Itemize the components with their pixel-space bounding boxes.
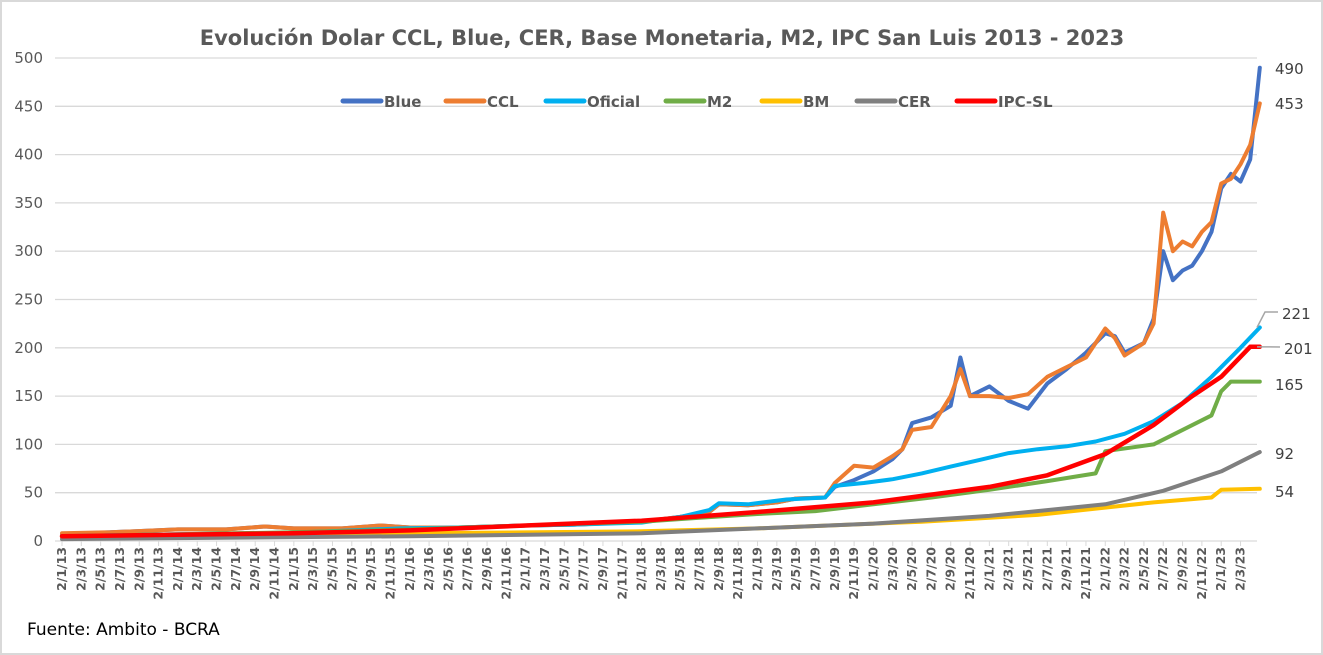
end-label-m2: 165 [1275, 376, 1304, 394]
end-label-bm: 54 [1275, 483, 1294, 501]
legend-label-blue: Blue [384, 93, 421, 111]
x-tick-label: 2/3/20 [885, 547, 900, 591]
y-tick-label: 200 [14, 339, 43, 357]
x-tick-label: 2/7/21 [1039, 547, 1054, 591]
x-tick-label: 2/5/22 [1136, 547, 1151, 591]
x-tick-label: 2/9/20 [943, 547, 958, 591]
x-tick-label: 2/11/22 [1194, 547, 1209, 600]
end-label-cer: 92 [1275, 445, 1294, 463]
x-tick-label: 2/1/15 [286, 547, 301, 591]
x-tick-label: 2/11/20 [962, 547, 977, 600]
x-tick-label: 2/7/18 [692, 547, 707, 591]
x-tick-label: 2/7/19 [807, 547, 822, 591]
legend-label-bm: BM [803, 93, 829, 111]
y-tick-label: 150 [14, 387, 43, 405]
x-tick-label: 2/3/22 [1117, 547, 1132, 591]
series-line-m2 [60, 379, 1262, 539]
source-note: Fuente: Ambito - BCRA [27, 620, 220, 640]
y-tick-label: 300 [14, 242, 43, 260]
x-tick-label: 2/1/23 [1213, 547, 1228, 591]
x-tick-label: 2/11/18 [730, 547, 745, 600]
x-tick-label: 2/5/17 [556, 547, 571, 591]
x-tick-label: 2/5/21 [1020, 547, 1035, 591]
y-tick-label: 250 [14, 291, 43, 309]
x-tick-label: 2/11/21 [1078, 547, 1093, 600]
x-tick-label: 2/11/16 [498, 547, 513, 600]
x-tick-label: 2/1/22 [1097, 547, 1112, 591]
x-tick-label: 2/5/18 [672, 547, 687, 591]
x-tick-label: 2/1/21 [981, 547, 996, 591]
x-tick-label: 2/1/13 [54, 547, 69, 591]
end-label-blue: 490 [1275, 60, 1304, 78]
x-tick-label: 2/1/17 [518, 547, 533, 591]
x-tick-label: 2/11/14 [267, 547, 282, 600]
x-tick-label: 2/9/13 [131, 547, 146, 591]
y-tick-label: 500 [14, 49, 43, 67]
legend-label-ccl: CCL [487, 93, 519, 111]
y-tick-label: 450 [14, 97, 43, 115]
x-tick-label: 2/7/20 [923, 547, 938, 591]
x-tick-label: 2/11/19 [846, 547, 861, 600]
x-tick-label: 2/7/14 [228, 547, 243, 591]
x-tick-label: 2/3/14 [189, 547, 204, 591]
y-tick-label: 50 [24, 484, 43, 502]
series-line-ipc-sl [59, 344, 1263, 539]
x-tick-label: 2/1/16 [402, 547, 417, 591]
x-tick-label: 2/9/14 [247, 547, 262, 591]
x-tick-label: 2/3/23 [1233, 547, 1248, 591]
x-tick-label: 2/9/17 [595, 547, 610, 591]
x-tick-label: 2/3/15 [305, 547, 320, 591]
x-tick-label: 2/7/13 [112, 547, 127, 591]
x-tick-label: 2/3/18 [653, 547, 668, 591]
callout-line [1256, 311, 1278, 328]
x-tick-label: 2/5/16 [440, 547, 455, 591]
y-tick-label: 100 [14, 435, 43, 453]
x-tick-label: 2/1/19 [750, 547, 765, 591]
x-tick-label: 2/5/19 [788, 547, 803, 591]
y-tick-label: 0 [33, 532, 43, 550]
x-tick-label: 2/7/22 [1155, 547, 1170, 591]
x-tick-label: 2/11/13 [151, 547, 166, 600]
x-tick-label: 2/3/16 [421, 547, 436, 591]
x-tick-label: 2/3/19 [769, 547, 784, 591]
x-tick-label: 2/11/17 [614, 547, 629, 600]
x-tick-label: 2/7/15 [344, 547, 359, 591]
legend-label-oficial: Oficial [587, 93, 640, 111]
x-tick-label: 2/9/18 [711, 547, 726, 591]
end-label-ipc-sl: 201 [1284, 340, 1313, 358]
series-line-ccl [60, 101, 1262, 536]
x-tick-label: 2/5/15 [324, 547, 339, 591]
x-tick-label: 2/1/18 [634, 547, 649, 591]
chart-title: Evolución Dolar CCL, Blue, CER, Base Mon… [200, 26, 1124, 50]
x-tick-label: 2/5/14 [209, 547, 224, 591]
x-tick-label: 2/3/17 [537, 547, 552, 591]
x-tick-label: 2/9/19 [827, 547, 842, 591]
x-tick-label: 2/3/13 [73, 547, 88, 591]
x-tick-label: 2/7/16 [460, 547, 475, 591]
y-tick-label: 350 [14, 194, 43, 212]
x-tick-label: 2/11/15 [382, 547, 397, 600]
x-tick-label: 2/1/14 [170, 547, 185, 591]
end-label-oficial: 221 [1282, 305, 1311, 323]
x-tick-label: 2/9/15 [363, 547, 378, 591]
x-tick-label: 2/7/17 [576, 547, 591, 591]
legend-label-m2: M2 [707, 93, 732, 111]
x-tick-label: 2/5/13 [93, 547, 108, 591]
legend-label-ipc-sl: IPC-SL [998, 93, 1053, 111]
x-tick-label: 2/9/16 [479, 547, 494, 591]
x-tick-label: 2/9/22 [1175, 547, 1190, 591]
legend-label-cer: CER [898, 93, 931, 111]
x-tick-label: 2/1/20 [865, 547, 880, 591]
series-line-cer [60, 450, 1262, 542]
end-label-ccl: 453 [1275, 95, 1304, 113]
y-tick-label: 400 [14, 146, 43, 164]
x-tick-label: 2/9/21 [1059, 547, 1074, 591]
x-tick-label: 2/5/20 [904, 547, 919, 591]
x-tick-label: 2/3/21 [1001, 547, 1016, 591]
